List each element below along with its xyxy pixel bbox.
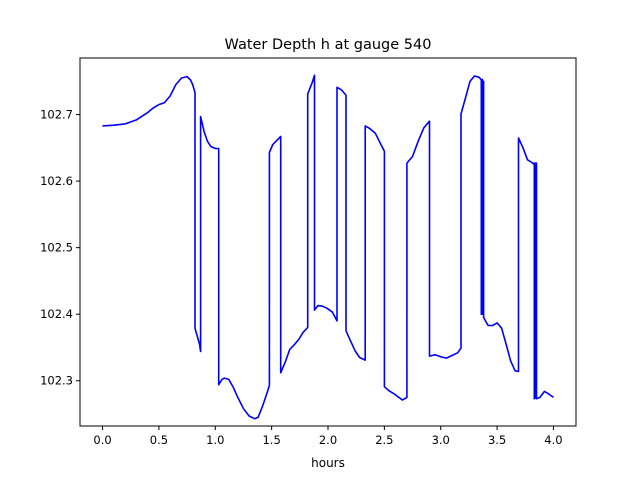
axes-frame (79, 57, 577, 427)
chart-title: Water Depth h at gauge 540 (225, 37, 432, 53)
y-axis: 102.3 102.4 102.5 102.6 102.7 (40, 108, 80, 388)
x-axis-label: hours (311, 456, 345, 470)
x-tick-label: 1.5 (262, 433, 280, 447)
x-tick-label: 3.5 (488, 433, 506, 447)
y-tick-label: 102.5 (40, 241, 73, 255)
x-tick-label: 2.0 (319, 433, 337, 447)
y-tick-label: 102.6 (40, 174, 73, 188)
x-tick-label: 0.0 (93, 433, 111, 447)
x-axis: 0.0 0.5 1.0 1.5 2.0 2.5 3.0 3.5 4.0 (93, 426, 563, 447)
y-tick-label: 102.7 (40, 108, 73, 122)
y-tick-label: 102.3 (40, 374, 73, 388)
y-tick-label: 102.4 (40, 307, 73, 321)
x-tick-label: 3.0 (432, 433, 450, 447)
x-tick-label: 4.0 (544, 433, 562, 447)
series-line-0 (102, 74, 554, 420)
plot-area (102, 74, 554, 420)
x-tick-label: 1.0 (206, 433, 224, 447)
x-tick-label: 2.5 (375, 433, 393, 447)
x-tick-label: 0.5 (150, 433, 168, 447)
